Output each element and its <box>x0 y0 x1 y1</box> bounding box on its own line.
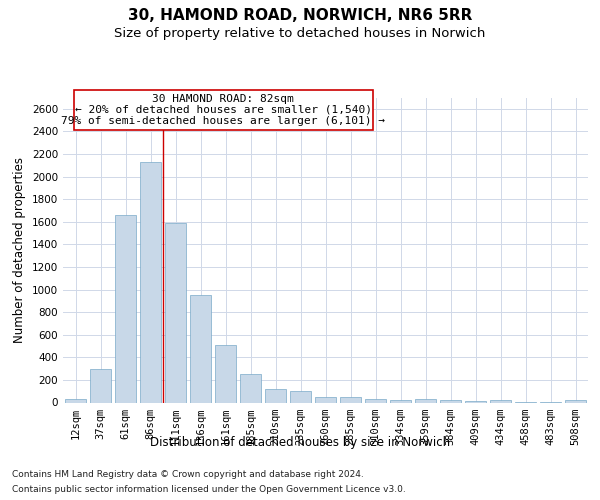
Bar <box>215 346 236 403</box>
Text: Size of property relative to detached houses in Norwich: Size of property relative to detached ho… <box>115 28 485 40</box>
Bar <box>165 224 186 402</box>
Bar <box>415 399 436 402</box>
Bar <box>290 391 311 402</box>
Text: 30, HAMOND ROAD, NORWICH, NR6 5RR: 30, HAMOND ROAD, NORWICH, NR6 5RR <box>128 8 472 22</box>
Bar <box>490 400 511 402</box>
Text: 30 HAMOND ROAD: 82sqm: 30 HAMOND ROAD: 82sqm <box>152 94 294 104</box>
Text: ← 20% of detached houses are smaller (1,540): ← 20% of detached houses are smaller (1,… <box>74 104 371 115</box>
Bar <box>440 400 461 402</box>
Bar <box>65 400 86 402</box>
Text: Contains HM Land Registry data © Crown copyright and database right 2024.: Contains HM Land Registry data © Crown c… <box>12 470 364 479</box>
Bar <box>390 400 411 402</box>
Bar <box>265 389 286 402</box>
Y-axis label: Number of detached properties: Number of detached properties <box>13 157 26 343</box>
Bar <box>190 294 211 403</box>
Text: Distribution of detached houses by size in Norwich: Distribution of detached houses by size … <box>150 436 450 449</box>
Bar <box>90 368 111 402</box>
Text: Contains public sector information licensed under the Open Government Licence v3: Contains public sector information licen… <box>12 485 406 494</box>
FancyBboxPatch shape <box>74 90 373 130</box>
Text: 79% of semi-detached houses are larger (6,101) →: 79% of semi-detached houses are larger (… <box>61 116 385 126</box>
Bar <box>340 397 361 402</box>
Bar <box>365 399 386 402</box>
Bar <box>115 215 136 402</box>
Bar <box>315 397 336 402</box>
Bar <box>240 374 261 402</box>
Bar <box>565 400 586 402</box>
Bar <box>140 162 161 402</box>
